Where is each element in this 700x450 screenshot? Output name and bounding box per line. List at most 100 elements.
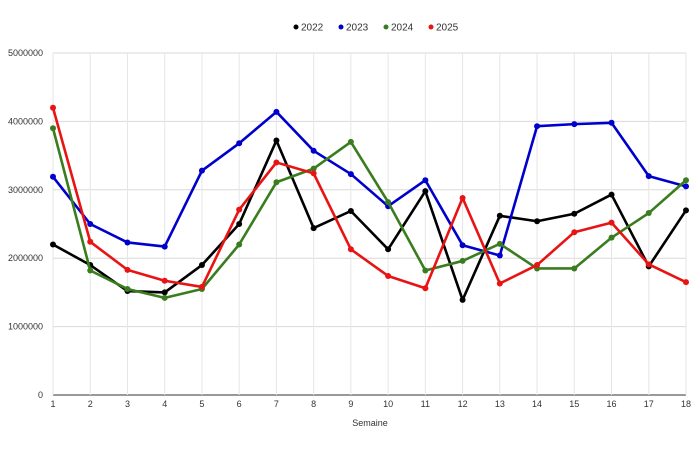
data-point-2025 bbox=[683, 279, 689, 286]
data-point-2024 bbox=[645, 210, 652, 217]
legend-label-2023: 2023 bbox=[346, 23, 369, 34]
legend-label-2025: 2025 bbox=[436, 23, 459, 34]
x-tick-label: 6 bbox=[237, 399, 242, 409]
data-point-2022 bbox=[198, 262, 205, 269]
data-point-2022 bbox=[273, 137, 280, 144]
y-tick-label: 0 bbox=[38, 390, 43, 400]
x-tick-label: 16 bbox=[607, 399, 617, 409]
y-tick-label: 3000000 bbox=[8, 185, 43, 195]
data-point-2025 bbox=[496, 280, 503, 287]
data-point-2023 bbox=[124, 239, 131, 246]
y-axis-ticks: 0 1000000 2000000 3000000 4000000 5000000 bbox=[8, 48, 43, 400]
data-point-2022 bbox=[422, 188, 429, 195]
legend-label-2024: 2024 bbox=[391, 23, 414, 34]
data-point-2022 bbox=[608, 191, 615, 198]
legend: 2022 2023 2024 2025 bbox=[293, 23, 459, 34]
data-point-2022 bbox=[459, 296, 466, 303]
x-axis-ticks: 1 2 3 4 5 6 7 8 9 10 11 12 13 14 15 16 17 18 bbox=[50, 399, 691, 409]
y-tick-label: 2000000 bbox=[8, 253, 43, 263]
data-point-2023 bbox=[534, 123, 541, 130]
x-tick-label: 13 bbox=[495, 399, 505, 409]
data-point-2025 bbox=[459, 195, 466, 202]
data-point-2024 bbox=[273, 179, 280, 186]
data-point-2025 bbox=[124, 266, 131, 273]
data-point-2025 bbox=[273, 159, 280, 166]
data-point-2022 bbox=[347, 208, 354, 215]
data-point-2022 bbox=[571, 210, 578, 217]
data-point-2025 bbox=[645, 261, 652, 268]
data-point-2024 bbox=[459, 257, 466, 264]
data-point-2024 bbox=[124, 285, 131, 292]
data-point-2022 bbox=[161, 289, 168, 296]
series-2024 bbox=[50, 125, 689, 301]
y-tick-label: 1000000 bbox=[8, 322, 43, 332]
data-point-2024 bbox=[347, 138, 354, 145]
data-point-2024 bbox=[496, 240, 503, 247]
x-tick-label: 4 bbox=[162, 399, 167, 409]
x-tick-label: 10 bbox=[383, 399, 393, 409]
x-tick-label: 3 bbox=[125, 399, 130, 409]
data-point-2024 bbox=[571, 265, 578, 272]
x-tick-label: 12 bbox=[458, 399, 468, 409]
x-tick-label: 9 bbox=[348, 399, 353, 409]
data-point-2025 bbox=[50, 104, 56, 111]
series-line-2023 bbox=[51, 110, 687, 257]
data-point-2024 bbox=[50, 125, 56, 132]
data-point-2022 bbox=[496, 212, 503, 219]
data-point-2023 bbox=[87, 221, 94, 227]
series-line-2022 bbox=[52, 139, 688, 302]
data-point-2025 bbox=[347, 246, 354, 253]
x-tick-label: 2 bbox=[88, 399, 93, 409]
data-point-2024 bbox=[310, 165, 317, 172]
data-point-2023 bbox=[161, 243, 168, 250]
y-tick-label: 4000000 bbox=[8, 116, 43, 126]
data-point-2023 bbox=[273, 108, 280, 115]
x-tick-label: 18 bbox=[681, 399, 691, 409]
data-point-2024 bbox=[161, 294, 168, 301]
data-point-2023 bbox=[198, 167, 205, 174]
data-point-2025 bbox=[385, 272, 392, 279]
series-2023 bbox=[50, 108, 689, 259]
x-tick-label: 14 bbox=[532, 399, 542, 409]
data-point-2025 bbox=[161, 277, 168, 284]
legend-marker-2024 bbox=[383, 24, 389, 30]
x-tick-label: 8 bbox=[311, 399, 316, 409]
series-line-2025 bbox=[51, 107, 687, 290]
data-point-2025 bbox=[534, 262, 541, 269]
data-point-2024 bbox=[87, 267, 94, 274]
data-point-2023 bbox=[310, 147, 317, 154]
x-axis-title: Semaine bbox=[352, 418, 388, 428]
data-point-2023 bbox=[347, 171, 354, 178]
series-2025 bbox=[50, 104, 689, 292]
data-point-2025 bbox=[310, 170, 317, 177]
x-tick-label: 15 bbox=[569, 399, 579, 409]
data-point-2025 bbox=[236, 206, 243, 213]
y-tick-label: 5000000 bbox=[8, 48, 43, 58]
x-tick-label: 1 bbox=[50, 399, 55, 409]
data-point-2022 bbox=[385, 246, 392, 253]
data-point-2023 bbox=[683, 183, 689, 190]
data-point-2025 bbox=[608, 219, 615, 226]
legend-marker-2022 bbox=[293, 24, 299, 30]
data-point-2023 bbox=[422, 177, 429, 184]
data-point-2022 bbox=[50, 241, 56, 248]
data-point-2023 bbox=[608, 119, 615, 126]
data-point-2025 bbox=[198, 283, 205, 290]
data-point-2025 bbox=[87, 238, 94, 245]
data-point-2023 bbox=[459, 242, 466, 249]
data-point-2022 bbox=[683, 207, 689, 214]
data-point-2024 bbox=[422, 267, 429, 274]
legend-marker-2025 bbox=[428, 24, 434, 30]
data-point-2024 bbox=[683, 177, 689, 184]
data-point-2022 bbox=[534, 218, 541, 225]
data-point-2023 bbox=[236, 140, 243, 147]
data-point-2025 bbox=[571, 229, 578, 236]
series-layer bbox=[50, 104, 689, 303]
data-point-2023 bbox=[496, 252, 503, 259]
legend-label-2022: 2022 bbox=[301, 23, 324, 34]
data-point-2024 bbox=[385, 199, 392, 206]
data-point-2022 bbox=[236, 221, 243, 227]
data-point-2023 bbox=[645, 173, 652, 180]
x-tick-label: 7 bbox=[274, 399, 279, 409]
